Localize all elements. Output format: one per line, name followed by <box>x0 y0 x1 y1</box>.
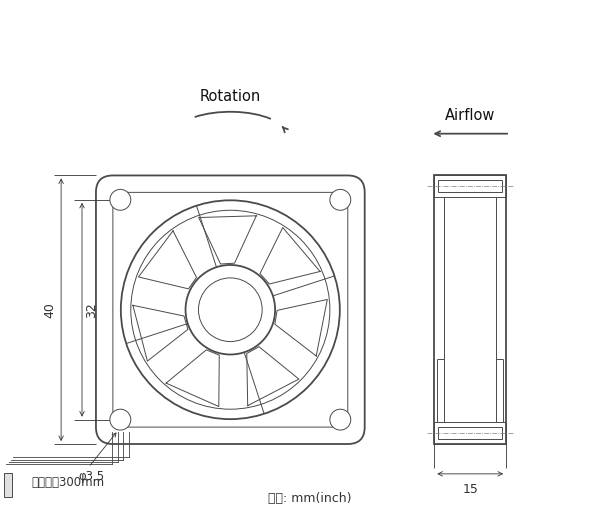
Bar <box>434 175 506 197</box>
Bar <box>434 422 506 444</box>
Circle shape <box>185 265 275 355</box>
Bar <box>439 427 502 439</box>
Text: 单位: mm(inch): 单位: mm(inch) <box>268 492 352 505</box>
Circle shape <box>110 409 131 430</box>
Bar <box>434 175 506 444</box>
Circle shape <box>330 409 351 430</box>
Text: φ3.5: φ3.5 <box>79 471 104 484</box>
Circle shape <box>330 189 351 210</box>
Circle shape <box>110 189 131 210</box>
Text: 框外线长300mm: 框外线长300mm <box>31 476 104 489</box>
Text: 32: 32 <box>85 302 98 318</box>
Text: Rotation: Rotation <box>200 89 261 104</box>
Text: Airflow: Airflow <box>445 108 496 123</box>
Text: 40: 40 <box>44 302 56 318</box>
Bar <box>439 180 502 192</box>
Text: 15: 15 <box>462 483 478 496</box>
Bar <box>4 473 13 497</box>
